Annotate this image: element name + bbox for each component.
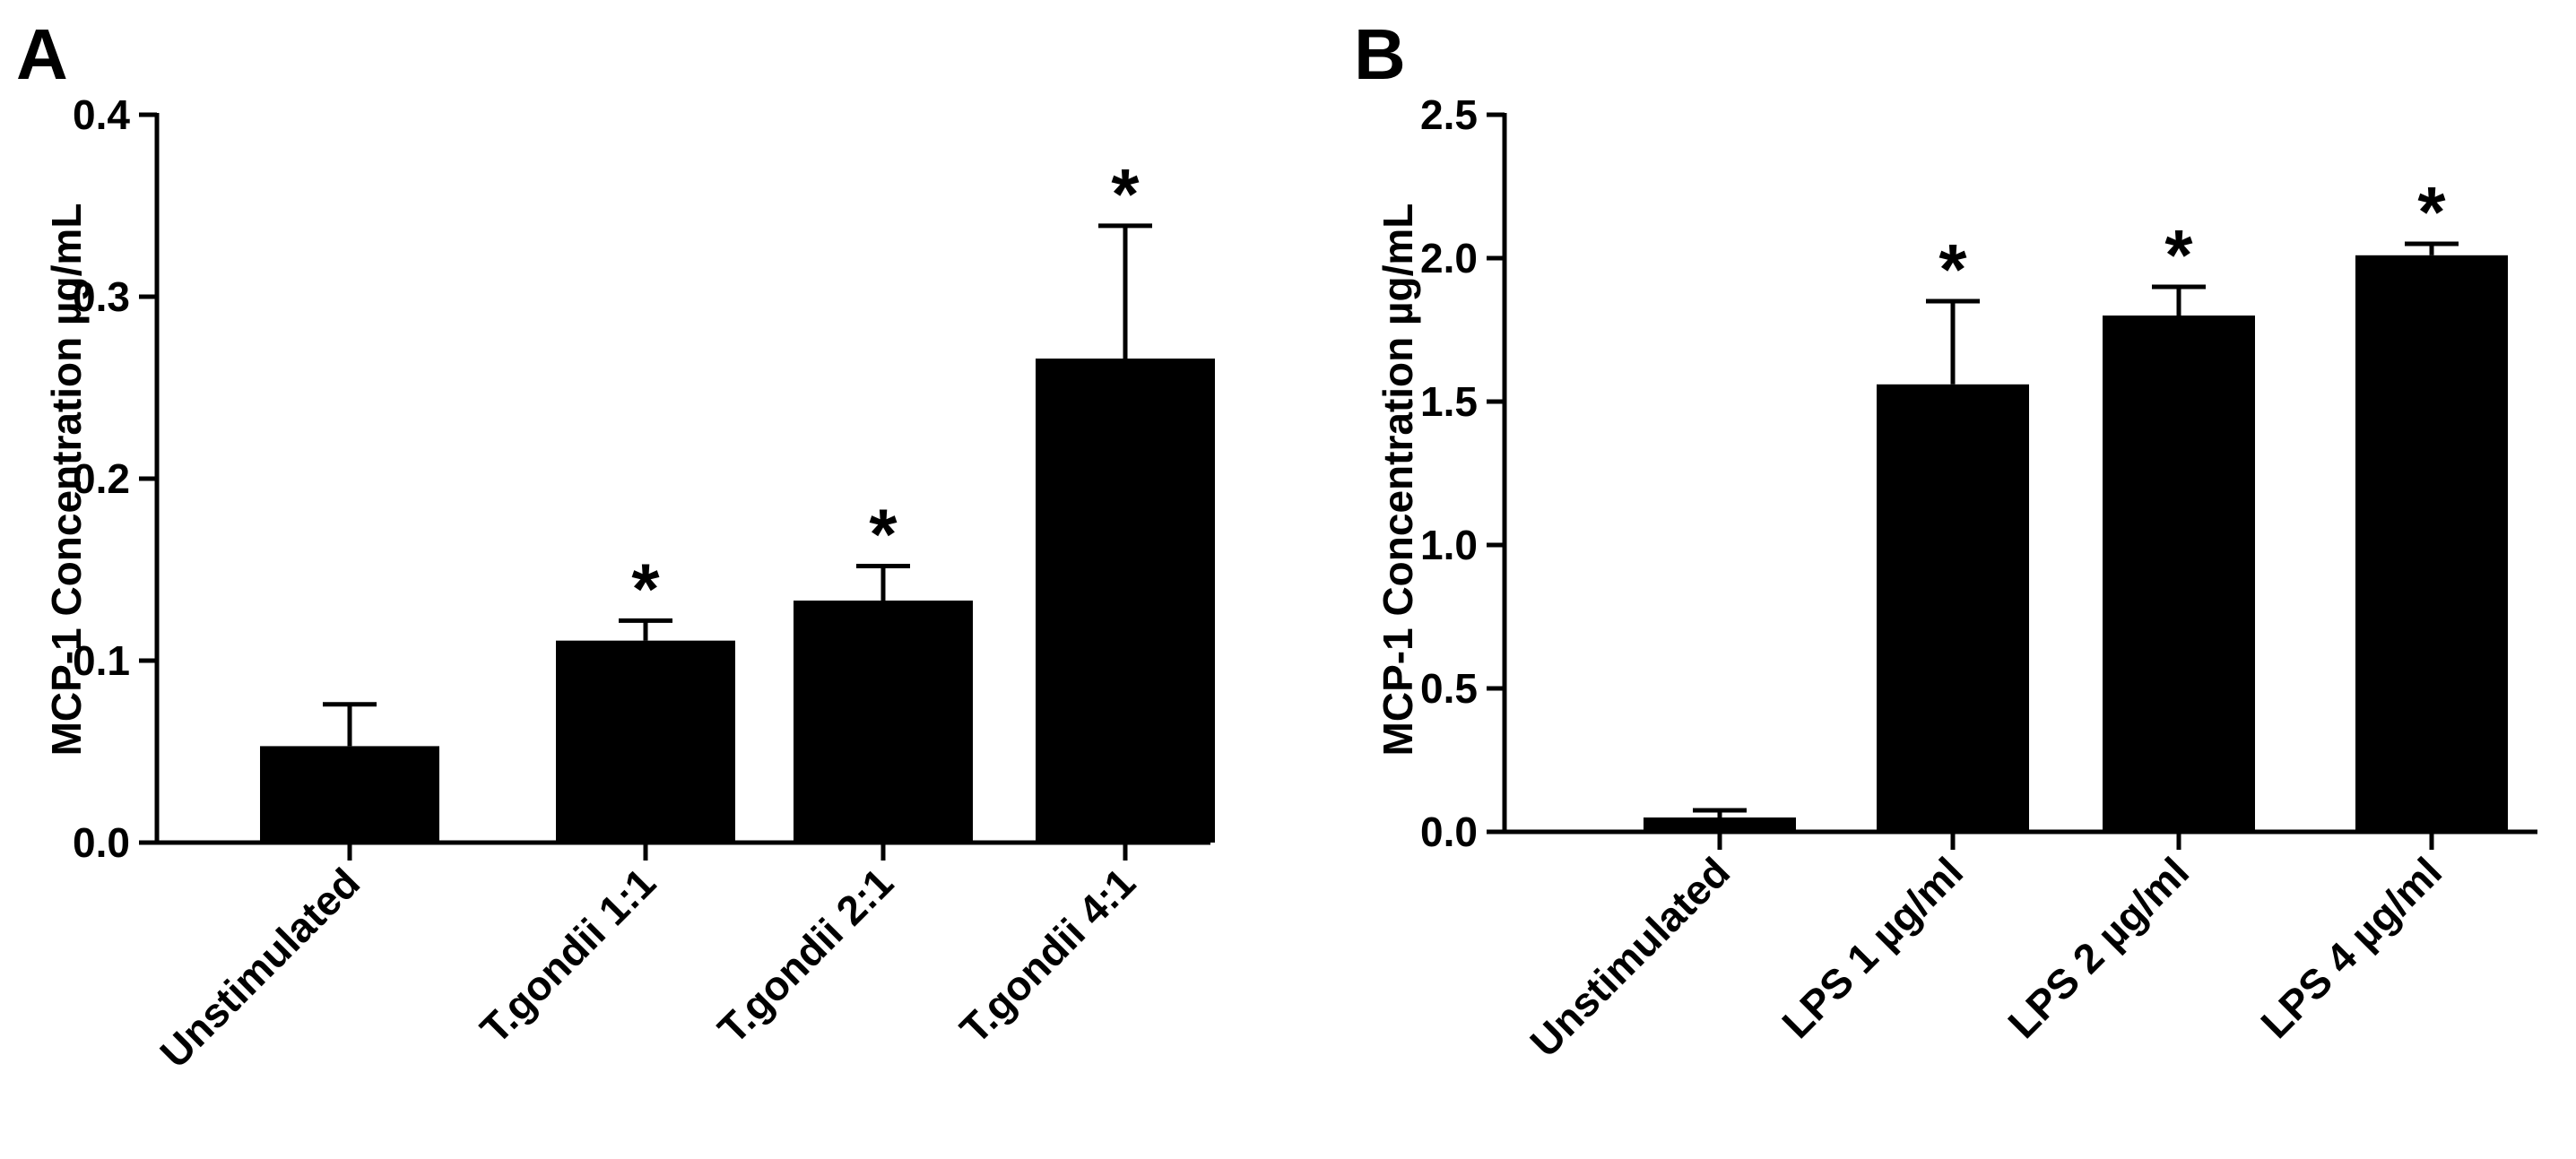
- bar: [2355, 255, 2508, 832]
- y-axis-label: MCP-1 Concentration µg/mL: [43, 203, 90, 757]
- bar: [1644, 817, 1796, 832]
- y-tick-label: 0.0: [1420, 809, 1478, 855]
- bar: [556, 640, 735, 843]
- x-category-label: Unstimulated: [1521, 848, 1739, 1066]
- significance-marker: *: [2164, 215, 2193, 295]
- y-tick-label: 0.2: [73, 455, 130, 502]
- y-axis-label: MCP-1 Concentration µg/mL: [1375, 203, 1421, 757]
- significance-marker: *: [869, 494, 898, 574]
- y-tick-label: 1.0: [1420, 522, 1478, 568]
- y-tick-label: 0.1: [73, 637, 130, 684]
- bar: [794, 601, 973, 843]
- y-tick-label: 0.3: [73, 273, 130, 320]
- y-tick-label: 0.0: [73, 819, 130, 866]
- y-tick-label: 0.4: [73, 91, 130, 138]
- x-category-label: T.gondii 4:1: [950, 859, 1144, 1052]
- panel-a-chart: A MCP-1 Concentration µg/mL 0.0 0.1 0.2 0.3 0.…: [16, 14, 1215, 1077]
- significance-marker: *: [1111, 154, 1140, 234]
- x-category-label: LPS 1 µg/ml: [1773, 848, 1972, 1047]
- x-category-label: LPS 2 µg/ml: [1999, 848, 2198, 1047]
- bar: [1036, 359, 1215, 843]
- significance-marker: *: [1939, 229, 1967, 309]
- bar: [260, 746, 439, 843]
- significance-marker: *: [631, 549, 660, 628]
- x-category-label: T.gondii 2:1: [708, 859, 902, 1052]
- y-tick-label: 2.0: [1420, 235, 1478, 281]
- y-tick-label: 0.5: [1420, 665, 1478, 712]
- panel-label: B: [1354, 14, 1406, 94]
- x-category-label: T.gondii 1:1: [471, 859, 664, 1052]
- y-tick-label: 1.5: [1420, 378, 1478, 425]
- bar: [2103, 316, 2255, 832]
- y-tick-label: 2.5: [1420, 91, 1478, 138]
- bar: [1877, 384, 2029, 832]
- x-category-label: LPS 4 µg/ml: [2251, 848, 2450, 1047]
- significance-marker: *: [2417, 172, 2446, 252]
- panel-b-chart: B MCP-1 Concentration µg/mL 0.0 0.5 1.0 1.5 2.…: [1354, 14, 2537, 1066]
- panel-label: A: [16, 14, 68, 94]
- x-category-label: Unstimulated: [151, 859, 369, 1077]
